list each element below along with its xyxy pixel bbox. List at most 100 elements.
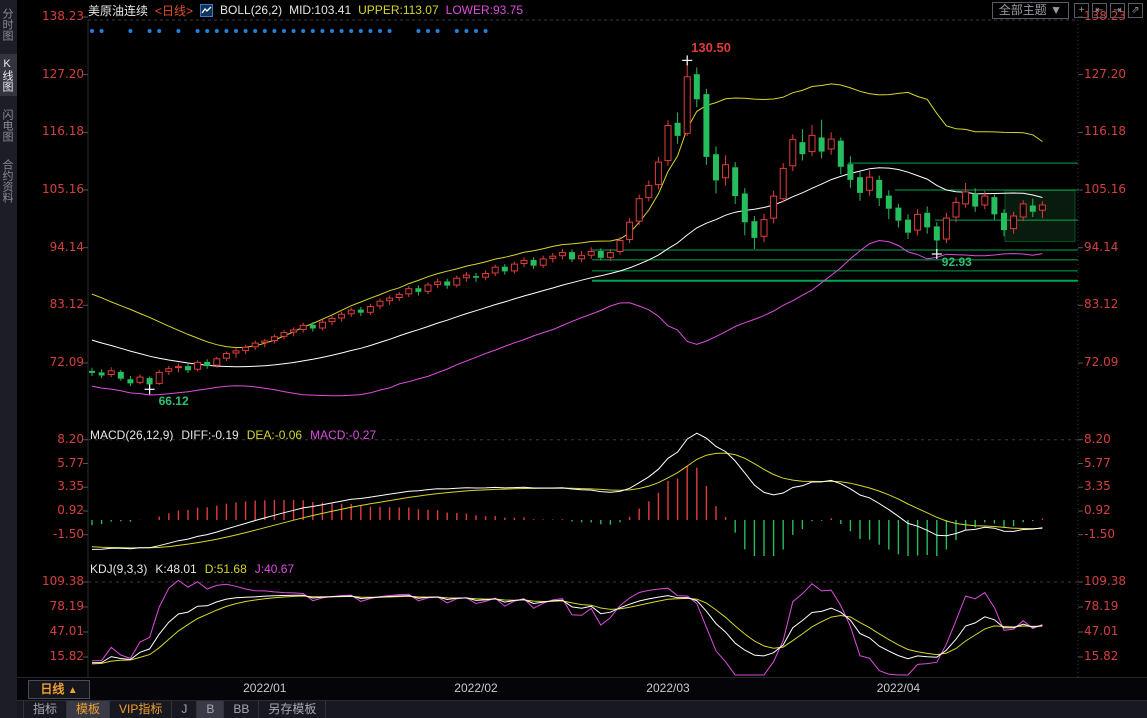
marker-dot xyxy=(176,29,181,33)
bottom-tab-1[interactable]: 模板 xyxy=(67,701,111,718)
marker-dot xyxy=(310,29,315,33)
period-tag: <日线> xyxy=(155,3,194,18)
bottom-tab-0[interactable]: 指标 xyxy=(23,701,68,718)
kdj-header: KDJ(9,3,3) K:48.01 D:51.68 J:40.67 xyxy=(90,562,294,576)
marker-dot xyxy=(262,29,267,33)
macd-dea-value: DEA:-0.06 xyxy=(246,428,303,442)
sidebar-item-3[interactable]: 合约资料 xyxy=(1,159,13,203)
x-axis-date-label: 2022/04 xyxy=(876,681,921,695)
bottom-tab-3[interactable]: J xyxy=(172,701,198,718)
sidebar-item-2[interactable]: 闪电图 xyxy=(1,109,13,142)
axis-label: 15.82 xyxy=(1084,648,1119,663)
bottom-tab-bar: 指标 模板 VIP指标 J B BB 另存模板 xyxy=(17,700,1147,718)
marker-dot xyxy=(378,29,382,33)
marker-dot xyxy=(368,29,373,33)
marker-dot xyxy=(483,29,488,33)
boll-params-label: BOLL(26,2) xyxy=(220,3,283,17)
peak-price-annotation: 130.50 xyxy=(691,40,731,56)
marker-dot xyxy=(330,29,334,33)
axis-label: 47.01 xyxy=(49,623,84,638)
axis-label: 72.09 xyxy=(49,355,84,370)
marker-dot xyxy=(99,29,104,33)
marker-dot xyxy=(147,29,152,33)
x-axis-strip: 日线 ▲ 2022/01 2022/02 2022/03 2022/04 xyxy=(17,677,1147,700)
chevron-down-icon: ▼ xyxy=(1050,3,1062,17)
axis-label: 78.19 xyxy=(1084,599,1119,613)
boll-lower-value: LOWER:93.75 xyxy=(445,3,524,17)
axis-label: 0.92 xyxy=(1084,502,1111,517)
axis-label: 8.20 xyxy=(1084,431,1111,446)
topbar-icon-group: + ⇤ ⇥ ⇗ xyxy=(1074,3,1143,18)
marker-dot xyxy=(195,29,200,33)
macd-header: MACD(26,12,9) DIFF:-0.19 DEA:-0.06 MACD:… xyxy=(90,428,376,442)
axis-label: 83.12 xyxy=(1084,297,1119,312)
chart-header: 美原油连续 <日线> BOLL(26,2) MID:103.41 UPPER:1… xyxy=(88,2,523,18)
marker-dot xyxy=(301,29,306,33)
support-price-annotation: 92.93 xyxy=(941,254,972,269)
marker-dot xyxy=(387,29,392,33)
axis-label: 138.23 xyxy=(42,9,84,23)
bottom-tab-6[interactable]: 另存模板 xyxy=(259,701,327,718)
kdj-d-value: D:51.68 xyxy=(204,562,247,576)
marker-dot xyxy=(90,29,94,33)
theme-dropdown[interactable]: 全部主题 ▼ xyxy=(991,2,1069,19)
macd-title: MACD(26,12,9) xyxy=(90,428,174,442)
low-price-annotation: 66.12 xyxy=(158,394,189,409)
axis-label: 105.16 xyxy=(42,182,84,196)
chart-type-sidebar: 分时图 K线图闪电图合约资料 xyxy=(0,0,17,718)
marker-dot xyxy=(454,29,459,33)
bottom-tab-5[interactable]: BB xyxy=(224,701,260,718)
marker-dot xyxy=(214,29,219,33)
bottom-tab-4[interactable]: B xyxy=(197,701,225,718)
axis-label: 109.38 xyxy=(1084,574,1126,588)
theme-dropdown-label: 全部主题 xyxy=(998,3,1047,17)
shift-left-icon[interactable]: ⇤ xyxy=(1092,3,1107,18)
axis-label: 5.77 xyxy=(1084,455,1111,470)
pan-icon[interactable]: + xyxy=(1074,3,1089,18)
line-chart-icon xyxy=(200,3,214,17)
axis-label: 8.20 xyxy=(57,431,84,446)
axis-label: 94.14 xyxy=(49,239,84,254)
axis-label: -1.50 xyxy=(52,526,84,541)
axis-label: 138.23 xyxy=(1084,9,1126,23)
marker-dot xyxy=(291,29,296,33)
boll-mid-value: MID:103.41 xyxy=(289,3,352,17)
marker-dot xyxy=(464,29,469,33)
marker-dot xyxy=(416,29,421,33)
x-axis-date-label: 2022/03 xyxy=(646,681,690,695)
marker-dot xyxy=(157,29,162,33)
period-selector[interactable]: 日线 ▲ xyxy=(28,680,90,699)
axis-label: 15.82 xyxy=(49,648,84,663)
axis-label: 5.77 xyxy=(57,455,84,470)
shift-right-icon[interactable]: ⇥ xyxy=(1110,3,1125,18)
axis-label: 3.35 xyxy=(57,479,84,494)
marker-dot xyxy=(349,29,354,33)
marker-dot xyxy=(282,29,286,33)
period-label: 日线 xyxy=(40,682,65,696)
axis-label: 109.38 xyxy=(42,574,84,588)
marker-dot xyxy=(474,29,478,33)
axis-label: 127.20 xyxy=(42,66,84,81)
sidebar-item-0[interactable]: 分时图 xyxy=(1,8,13,41)
marker-dot xyxy=(243,29,248,33)
axis-label: 0.92 xyxy=(57,502,84,517)
marker-dot xyxy=(272,29,277,33)
axis-label: 72.09 xyxy=(1084,355,1119,370)
restore-view-icon[interactable]: ⇗ xyxy=(1128,3,1143,18)
macd-macd-value: MACD:-0.27 xyxy=(310,428,377,442)
axis-label: 94.14 xyxy=(1084,239,1119,254)
axis-label: 116.18 xyxy=(1084,124,1126,139)
axis-label: 78.19 xyxy=(49,599,84,613)
marker-dot xyxy=(234,29,238,33)
marker-dot xyxy=(426,29,430,33)
axis-label: -1.50 xyxy=(1084,526,1116,541)
axis-label: 3.35 xyxy=(1084,479,1111,494)
marker-dot xyxy=(320,29,325,33)
bottom-tab-2[interactable]: VIP指标 xyxy=(110,701,173,718)
sidebar-item-1[interactable]: K线图 xyxy=(0,54,17,96)
kdj-j-value: J:40.67 xyxy=(254,562,295,576)
topbar-controls: 全部主题 ▼ + ⇤ ⇥ ⇗ xyxy=(991,2,1143,19)
marker-dot xyxy=(435,29,440,33)
